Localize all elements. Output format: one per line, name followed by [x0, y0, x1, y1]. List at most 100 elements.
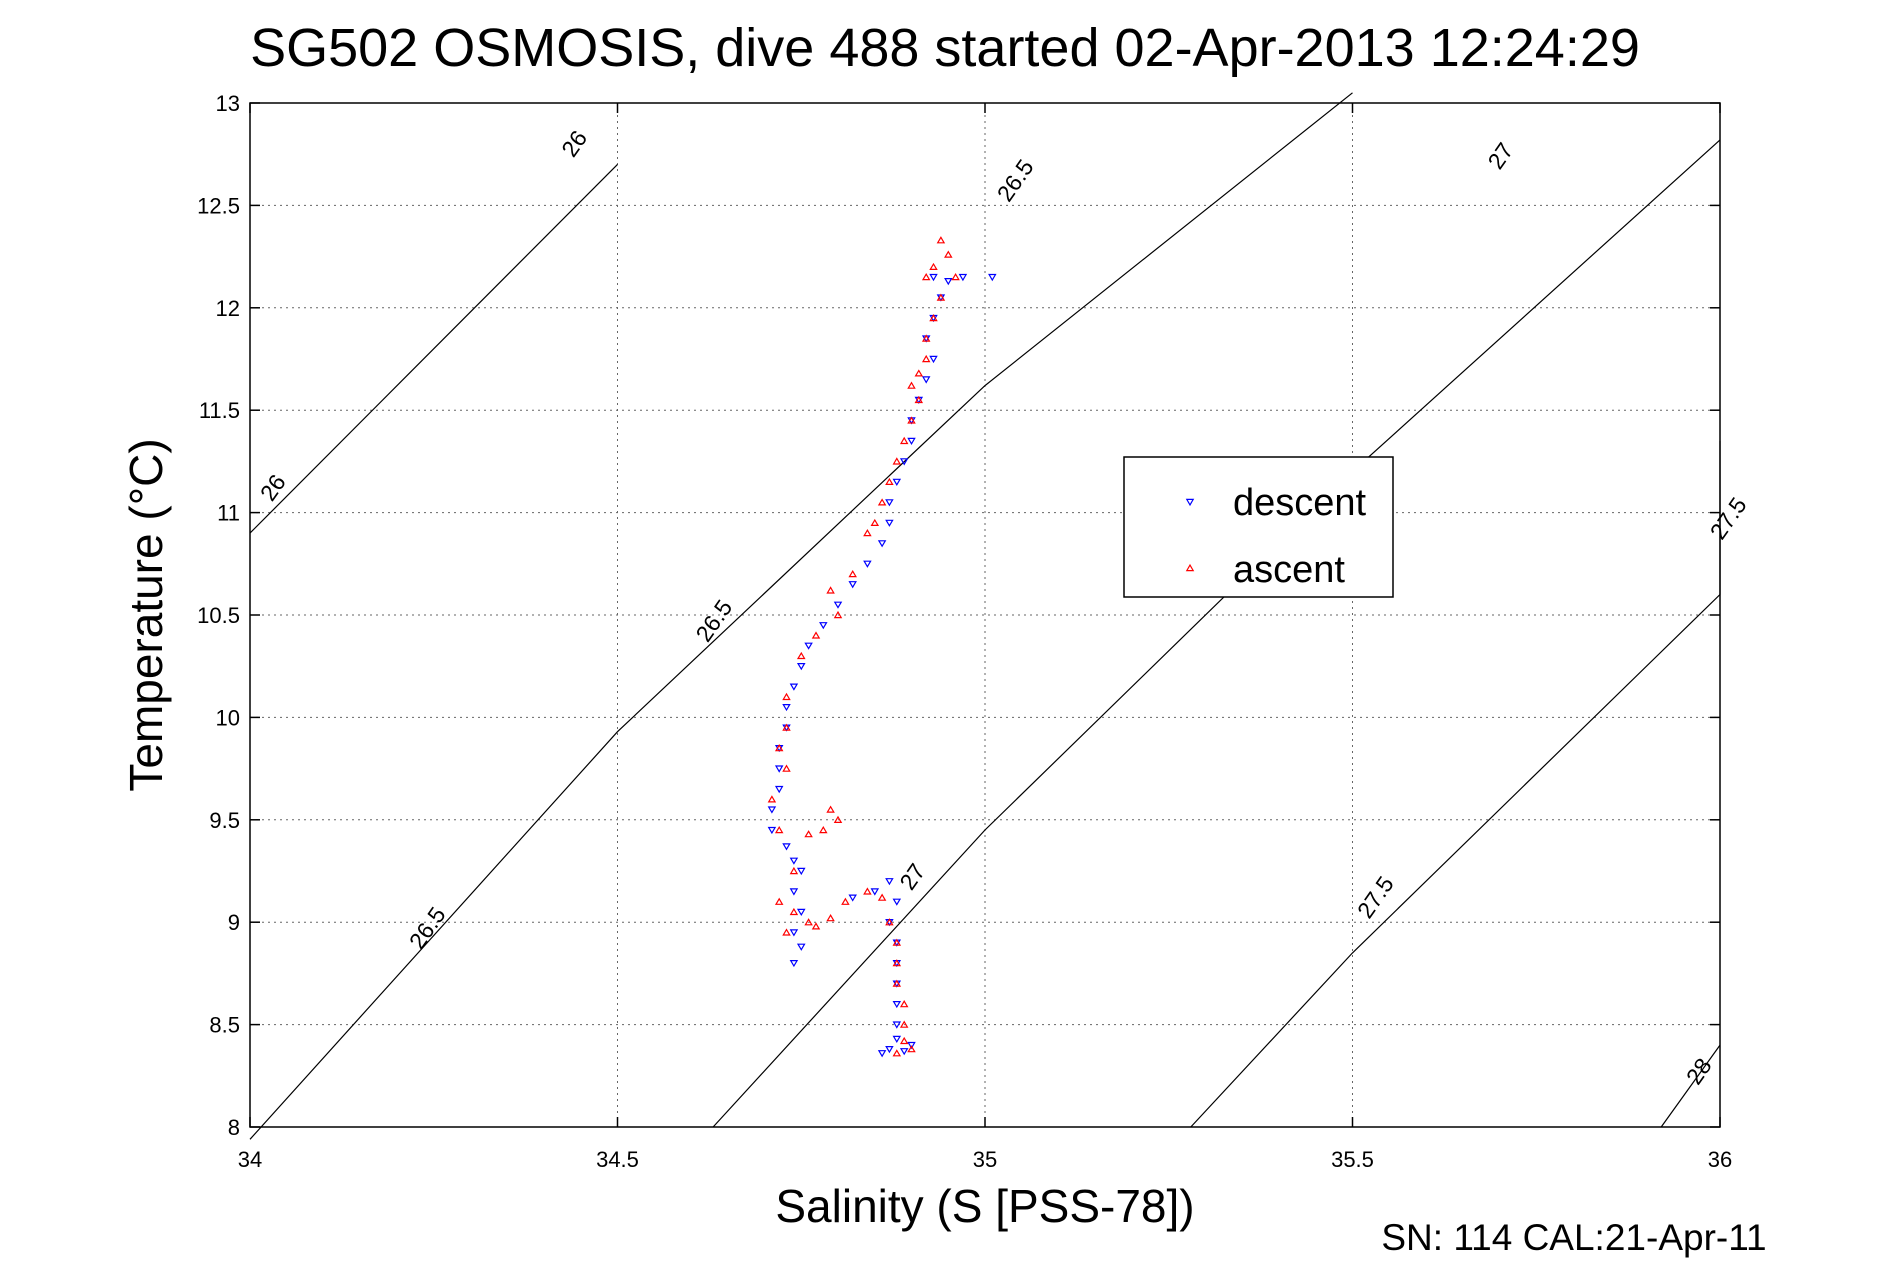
descent-point	[789, 929, 799, 937]
ascent-point	[789, 907, 799, 916]
descent-point	[789, 888, 799, 896]
descent-point	[804, 642, 813, 650]
descent-point	[907, 437, 916, 445]
ascent-point	[782, 764, 791, 772]
ascent-point	[782, 928, 791, 936]
legend: descent ascent	[1123, 456, 1394, 598]
descent-point	[929, 355, 938, 364]
ascent-point	[848, 570, 857, 578]
ascent-point	[774, 744, 784, 752]
descent-point	[988, 273, 997, 282]
ascent-point	[811, 631, 821, 639]
ascent-point	[767, 795, 777, 803]
descent-point	[907, 1041, 916, 1050]
descent-point	[782, 703, 791, 712]
ascent-point	[944, 250, 953, 258]
ascent-point	[826, 586, 835, 594]
density-contour-26	[249, 163, 618, 534]
ascent-point	[782, 723, 791, 731]
ascent-point	[899, 436, 909, 445]
descent-point	[863, 560, 872, 568]
ascent-point	[892, 979, 902, 987]
descent-point	[892, 478, 902, 486]
descent-point	[819, 622, 828, 630]
y-axis-label: Temperature (°C)	[120, 438, 172, 791]
ascent-point	[921, 354, 931, 363]
ascent-point	[774, 826, 784, 834]
footer-serial-calibration: SN: 114 CAL:21-Apr-11	[1381, 1217, 1766, 1258]
descent-point	[789, 857, 799, 865]
y-tick-label: 13	[216, 91, 240, 116]
chart-title: SG502 OSMOSIS, dive 488 started 02-Apr-2…	[250, 18, 1640, 78]
descent-point	[892, 1021, 902, 1029]
descent-point	[958, 273, 968, 282]
descent-point	[892, 1000, 902, 1009]
ascent-point	[833, 815, 843, 824]
descent-point	[899, 1048, 909, 1056]
descent-point	[870, 888, 880, 896]
descent-point	[774, 765, 784, 773]
ascent-point	[907, 1045, 916, 1053]
descent-point	[892, 898, 902, 906]
ascent-point	[892, 457, 902, 465]
ascent-point	[877, 893, 887, 901]
legend-marker-descent	[1185, 498, 1195, 507]
descent-point	[885, 519, 894, 527]
y-tick-label: 8.5	[209, 1013, 240, 1038]
y-tick-label: 11	[217, 501, 240, 526]
grid-lines	[250, 103, 1720, 1127]
descent-point	[885, 499, 894, 507]
descent-point	[885, 1045, 894, 1054]
descent-point	[929, 273, 938, 282]
density-contour-28	[1660, 1044, 1721, 1128]
ascent-point	[774, 897, 784, 905]
x-tick-label: 35.5	[1331, 1147, 1374, 1172]
x-tick-label: 34	[238, 1147, 262, 1172]
ascent-point	[892, 959, 902, 967]
ascent-point	[796, 651, 806, 660]
ascent-point	[885, 477, 894, 485]
ascent-point	[804, 918, 813, 926]
ascent-point	[914, 369, 924, 377]
legend-box	[1123, 456, 1394, 598]
legend-label-ascent: ascent	[1233, 549, 1345, 591]
density-contour-27	[712, 139, 1721, 1128]
descent-point	[789, 683, 799, 691]
ascent-point	[877, 498, 887, 506]
descent-point	[848, 894, 857, 902]
ascent-point	[819, 826, 828, 834]
ascent-point	[907, 381, 916, 389]
ascent-point	[899, 1000, 909, 1008]
density-contour-26-5	[249, 92, 1353, 1140]
ascent-point	[899, 1020, 909, 1028]
descent-point	[782, 843, 791, 851]
descent-point	[944, 278, 953, 286]
y-tick-label: 10	[216, 705, 240, 730]
descent-point	[892, 1035, 902, 1043]
ascent-point	[936, 293, 946, 301]
ascent-point	[936, 236, 946, 244]
descent-point	[833, 601, 843, 609]
ascent-point	[811, 922, 821, 930]
descent-point	[899, 458, 909, 466]
ascent-point	[789, 866, 799, 875]
descent-point	[885, 878, 894, 886]
legend-marker-ascent	[1185, 563, 1195, 572]
ascent-point	[921, 334, 931, 342]
ascent-point	[833, 610, 843, 619]
data-points	[767, 236, 997, 1058]
ascent-point	[841, 897, 850, 905]
descent-point	[921, 376, 931, 384]
descent-point	[796, 908, 806, 916]
ascent-point	[863, 887, 872, 895]
y-tick-label: 12.5	[197, 193, 240, 218]
y-tick-label: 9.5	[209, 808, 240, 833]
descent-point	[796, 662, 806, 671]
descent-point	[796, 943, 806, 951]
ascent-point	[892, 1049, 902, 1057]
x-axis-label: Salinity (S [PSS-78])	[775, 1180, 1194, 1232]
ascent-point	[899, 1036, 909, 1045]
axis-ticks: 34 34.5 35 35.5 36 8 8.5 9 9.5 10 10.5 11 11.5 12 12.5…	[197, 91, 1732, 1172]
